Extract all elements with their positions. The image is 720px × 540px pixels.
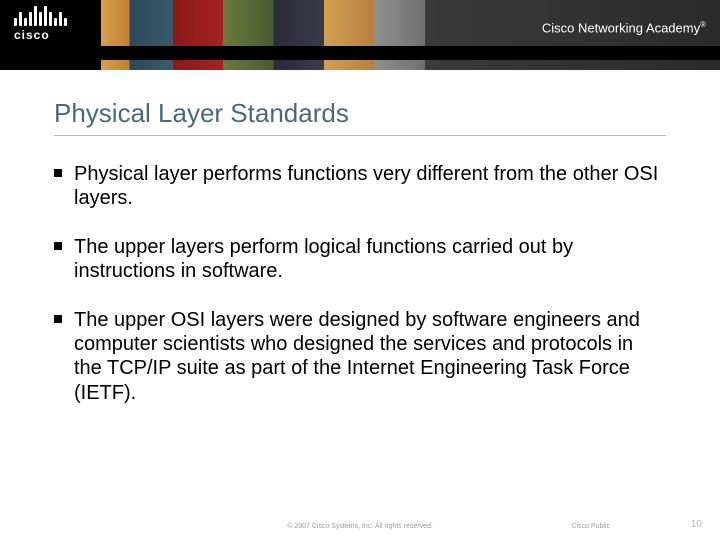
cisco-bars-icon xyxy=(14,6,67,26)
bullet-item: Physical layer performs functions very d… xyxy=(54,162,666,211)
academy-label: Cisco Networking Academy® xyxy=(542,20,706,35)
cisco-logo: cisco xyxy=(14,6,67,42)
bullet-list: Physical layer performs functions very d… xyxy=(54,162,666,405)
footer-label: Cisco Public xyxy=(571,523,610,530)
title-rule xyxy=(54,135,666,136)
slide-banner: cisco Cisco Networking Academy® xyxy=(0,0,720,70)
bullet-item: The upper OSI layers were designed by so… xyxy=(54,308,666,406)
footer-copyright: © 2007 Cisco Systems, Inc. All rights re… xyxy=(287,523,433,530)
slide-title: Physical Layer Standards xyxy=(54,98,666,129)
slide-content: Physical Layer Standards Physical layer … xyxy=(0,70,720,405)
cisco-wordmark: cisco xyxy=(14,28,67,42)
bullet-item: The upper layers perform logical functio… xyxy=(54,235,666,284)
footer-page-number: 10 xyxy=(691,519,702,530)
